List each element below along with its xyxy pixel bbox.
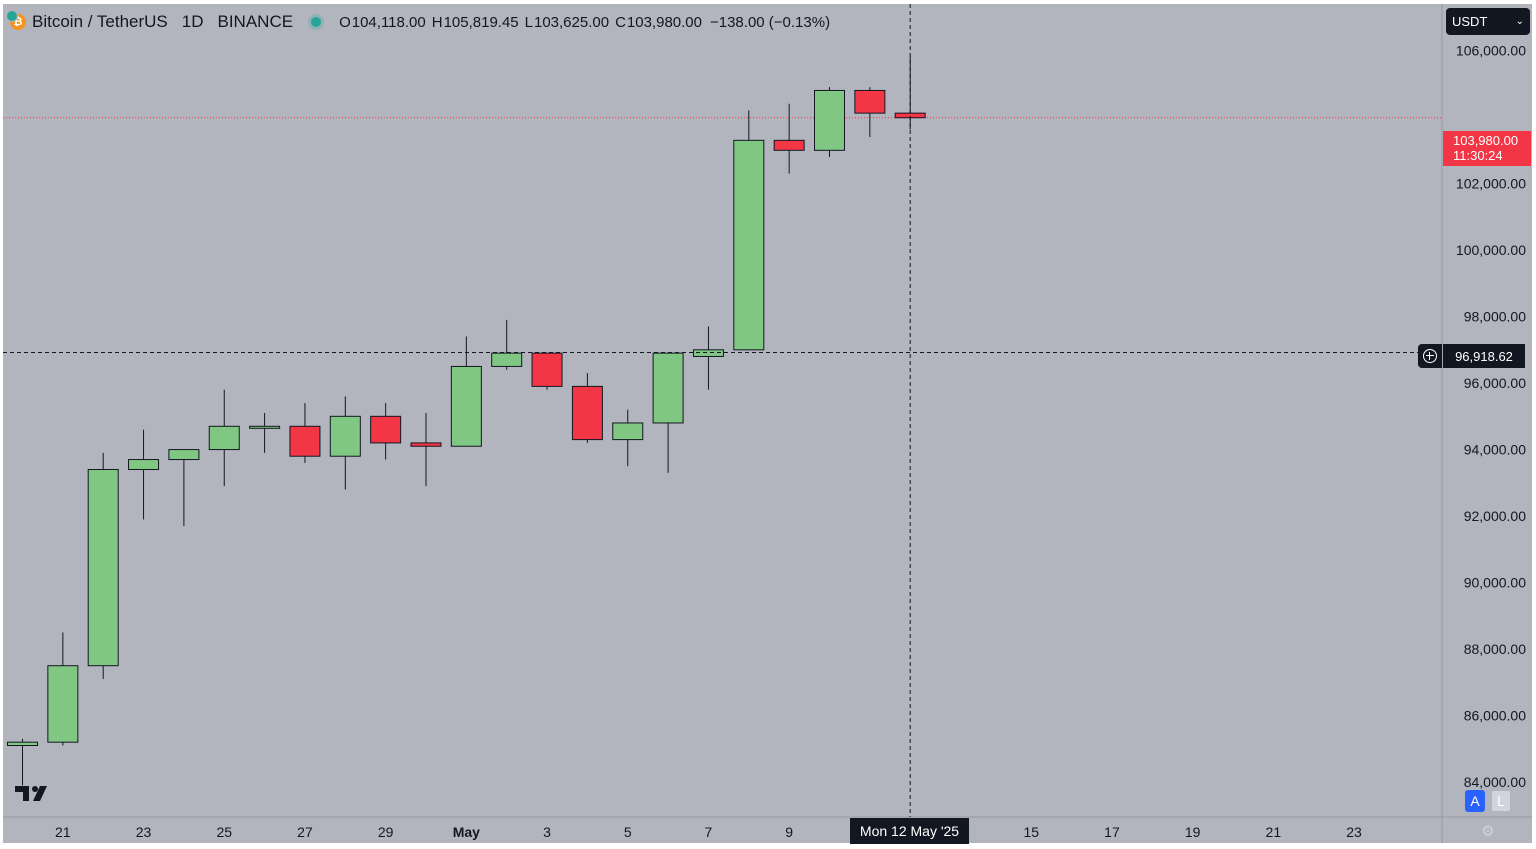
time-axis-label: May bbox=[453, 824, 480, 840]
price-change: −138.00 (−0.13%) bbox=[709, 13, 831, 31]
exchange-name: BINANCE bbox=[217, 12, 294, 31]
price-axis-label: 86,000.00 bbox=[1464, 708, 1526, 724]
last-price-badge: 103,980.00 11:30:24 bbox=[1443, 131, 1531, 166]
time-axis-label: 7 bbox=[705, 824, 713, 840]
price-axis-label: 92,000.00 bbox=[1464, 508, 1526, 524]
time-axis-label: 21 bbox=[55, 824, 71, 840]
timeframe[interactable]: 1D bbox=[181, 12, 204, 31]
crosshair-price-label: 96,918.62 bbox=[1443, 344, 1525, 368]
candle-body bbox=[531, 352, 563, 387]
candle-body bbox=[733, 139, 765, 351]
price-axis-label: 106,000.00 bbox=[1456, 43, 1526, 59]
last-price-value: 103,980.00 bbox=[1453, 133, 1519, 148]
chevron-down-icon: ⌄ bbox=[1515, 16, 1524, 27]
bitcoin-logo-icon: ₿ bbox=[6, 10, 26, 30]
candle-body bbox=[814, 89, 845, 151]
time-axis-label: 27 bbox=[297, 824, 313, 840]
time-axis-label: 23 bbox=[136, 824, 152, 840]
add-alert-button[interactable] bbox=[1418, 344, 1442, 368]
time-axis-label: 25 bbox=[216, 824, 232, 840]
bar-countdown: 11:30:24 bbox=[1453, 148, 1503, 163]
time-axis-label: 3 bbox=[543, 824, 551, 840]
time-axis-label: 29 bbox=[378, 824, 394, 840]
candle-body bbox=[612, 422, 644, 441]
price-axis-label: 84,000.00 bbox=[1464, 774, 1526, 790]
candle-body bbox=[410, 442, 442, 447]
candle-body bbox=[249, 425, 281, 429]
plot-area bbox=[3, 4, 1442, 817]
currency-label: USDT bbox=[1452, 14, 1488, 29]
candle-body bbox=[854, 89, 886, 114]
symbol-header: ₿ Bitcoin / TetherUS 1D BINANCE O104,118… bbox=[6, 8, 831, 36]
time-axis-label: 9 bbox=[785, 824, 793, 840]
candle-body bbox=[491, 352, 523, 367]
ohlc-low: L103,625.00 bbox=[524, 13, 610, 31]
candle-body bbox=[208, 425, 240, 451]
candle-body bbox=[571, 385, 603, 441]
time-axis-label: 15 bbox=[1023, 824, 1039, 840]
candle-body bbox=[168, 449, 200, 461]
price-axis-label: 98,000.00 bbox=[1464, 309, 1526, 325]
tradingview-logo[interactable] bbox=[14, 784, 52, 809]
price-axis-label: 94,000.00 bbox=[1464, 442, 1526, 458]
price-axis-label: 88,000.00 bbox=[1464, 641, 1526, 657]
crosshair-date-label: Mon 12 May '25 bbox=[850, 818, 969, 844]
gear-icon[interactable]: ⚙ bbox=[1481, 823, 1495, 840]
price-axis-label: 96,000.00 bbox=[1464, 375, 1526, 391]
log-scale-button[interactable]: L bbox=[1491, 790, 1511, 812]
price-axis-label: 102,000.00 bbox=[1456, 176, 1526, 192]
candle-body bbox=[47, 665, 79, 743]
time-axis-label: 17 bbox=[1104, 824, 1120, 840]
ohlc-open: O104,118.00 bbox=[339, 13, 426, 31]
market-status-icon bbox=[311, 17, 322, 27]
time-axis-label: 21 bbox=[1266, 824, 1282, 840]
time-axis-area bbox=[3, 817, 1442, 843]
ohlc-close: C103,980.00 bbox=[615, 13, 702, 31]
candle-body bbox=[128, 459, 160, 471]
price-axis-label: 90,000.00 bbox=[1464, 575, 1526, 591]
symbol-name[interactable]: Bitcoin / TetherUS bbox=[32, 12, 168, 31]
time-axis-label: 23 bbox=[1346, 824, 1362, 840]
price-axis-label: 100,000.00 bbox=[1456, 242, 1526, 258]
candle-body bbox=[652, 352, 684, 424]
candle-body bbox=[87, 469, 119, 667]
currency-dropdown[interactable]: USDT ⌄ bbox=[1446, 8, 1530, 35]
candle-body bbox=[289, 425, 321, 457]
plus-circle-icon bbox=[1423, 349, 1437, 363]
candle-body bbox=[329, 415, 361, 457]
candle-body bbox=[773, 139, 805, 151]
candle-body bbox=[450, 365, 482, 447]
candle-body bbox=[692, 349, 724, 357]
time-axis-label: 5 bbox=[624, 824, 632, 840]
candle-body bbox=[370, 415, 402, 444]
candle-body bbox=[7, 741, 38, 747]
time-axis-label: 19 bbox=[1185, 824, 1201, 840]
ohlc-high: H105,819.45 bbox=[431, 13, 519, 31]
auto-scale-button[interactable]: A bbox=[1465, 790, 1485, 812]
